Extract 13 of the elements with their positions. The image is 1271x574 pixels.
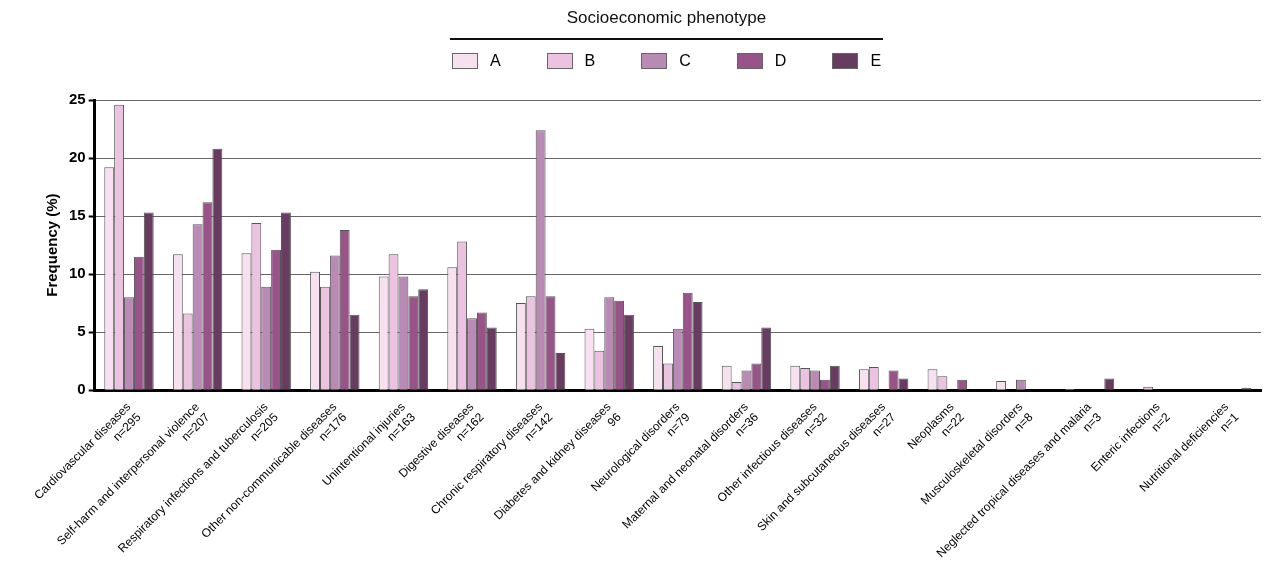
legend-label: E xyxy=(870,52,882,70)
legend-title: Socioeconomic phenotype xyxy=(565,8,768,28)
y-tick-label: 15 xyxy=(69,206,86,224)
legend-label: C xyxy=(679,52,691,70)
y-tick-label: 10 xyxy=(69,264,86,282)
y-tick-label: 25 xyxy=(69,90,86,108)
legend-label: A xyxy=(489,52,501,70)
legend-label: B xyxy=(584,52,596,70)
legend-label: D xyxy=(774,52,787,70)
y-tick-label: 0 xyxy=(77,380,86,398)
y-tick-label: 20 xyxy=(69,148,86,166)
y-tick-label: 5 xyxy=(77,322,86,340)
y-axis-title: Frequency (%) xyxy=(43,193,61,297)
